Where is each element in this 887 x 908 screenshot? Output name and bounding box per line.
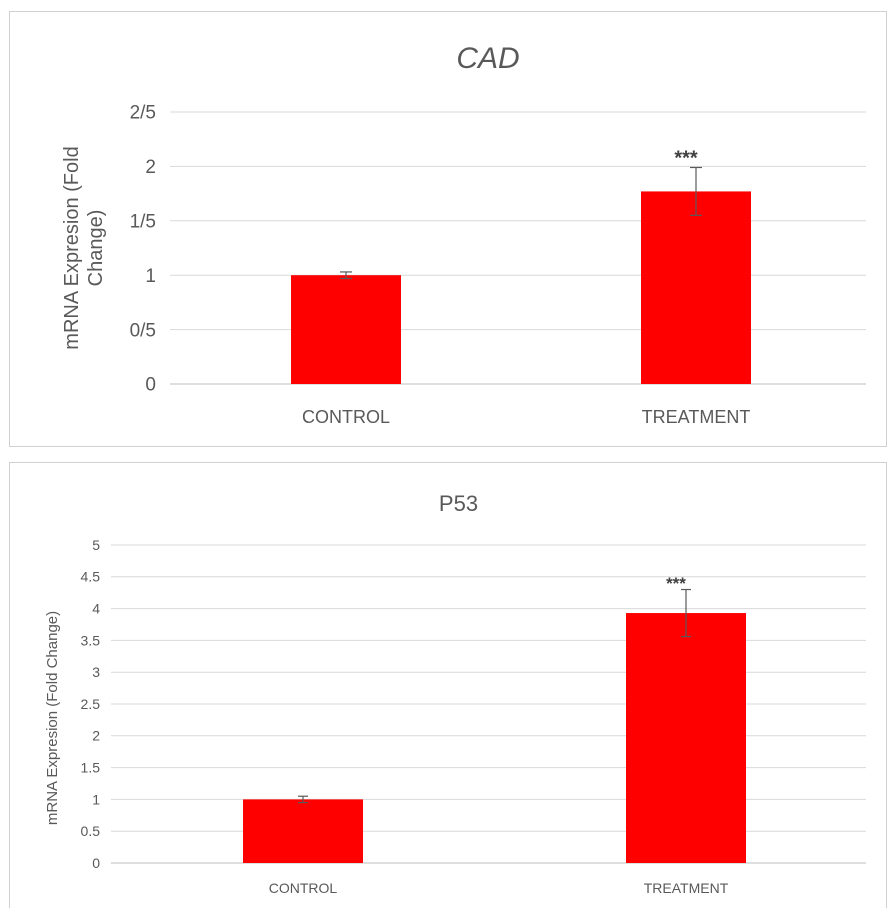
y-axis-title: mRNA Expresion (Fold Change)	[61, 146, 107, 349]
x-category-label: CONTROL	[269, 880, 338, 896]
y-tick-label: 1.5	[81, 760, 101, 776]
x-category-label: TREATMENT	[642, 407, 751, 427]
chart-title: P53	[439, 491, 478, 516]
significance-marker: ***	[666, 574, 686, 593]
significance-marker: ***	[674, 147, 698, 169]
y-tick-label: 1	[145, 266, 156, 287]
y-tick-label: 3.5	[81, 632, 101, 648]
y-tick-label: 0.5	[81, 823, 101, 839]
bar-control	[291, 275, 401, 384]
y-tick-label: 2/5	[130, 103, 156, 124]
y-axis-title: mRNA Expresion (Fold Change)	[44, 611, 61, 825]
p53-chart: P53 0 0.5 1 1.5 2 2.5 3 3.5 4 4.5 5 mRNA Expresion (…	[44, 491, 866, 896]
y-axis-title-line: mRNA Expresion (Fold	[61, 146, 83, 349]
y-tick-label: 1	[92, 791, 100, 807]
y-tick-label: 2	[145, 157, 156, 178]
y-tick-label: 4.5	[81, 569, 101, 585]
cad-chart: CAD 0 0/5 1 1/5 2 2/5 mRNA Expresion (Fold Chang…	[61, 42, 866, 427]
x-category-label: TREATMENT	[644, 880, 729, 896]
y-tick-label: 0	[92, 855, 100, 871]
y-tick-label: 3	[92, 664, 100, 680]
x-category-label: CONTROL	[302, 407, 390, 427]
y-tick-label: 5	[92, 537, 100, 553]
y-tick-label: 0/5	[130, 320, 156, 341]
y-tick-label: 1/5	[130, 211, 156, 232]
y-tick-label: 0	[145, 375, 156, 396]
y-axis-title-line: Change)	[85, 210, 107, 287]
chart-title: CAD	[456, 42, 519, 75]
y-tick-label: 2	[92, 728, 100, 744]
y-tick-label: 2.5	[81, 696, 101, 712]
bar-control	[243, 799, 363, 863]
bar-treatment	[641, 191, 751, 384]
bar-treatment	[626, 613, 746, 863]
y-tick-label: 4	[92, 601, 100, 617]
